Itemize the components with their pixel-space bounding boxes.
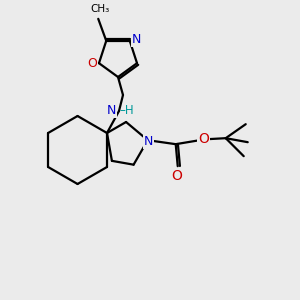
Text: N: N	[132, 33, 141, 46]
Text: N: N	[144, 135, 153, 148]
Text: N: N	[106, 103, 116, 116]
Text: O: O	[171, 169, 182, 183]
Text: O: O	[198, 132, 209, 146]
Text: CH₃: CH₃	[91, 4, 110, 14]
Text: –H: –H	[120, 104, 134, 118]
Text: O: O	[87, 57, 97, 70]
